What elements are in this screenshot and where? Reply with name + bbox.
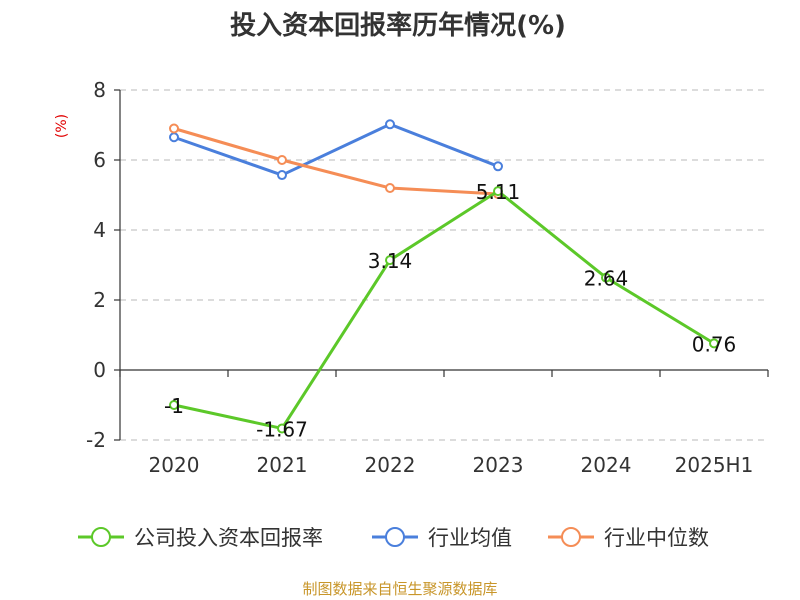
- series-line: [173, 127, 499, 196]
- series-line: [173, 122, 499, 177]
- chart-title: 投入资本回报率历年情况(%): [230, 10, 566, 41]
- axes: -2 0 2 4 6 8 2020 2021 2022 2023 2024 2025H1: [86, 78, 769, 477]
- y-tick-label: 0: [93, 358, 106, 382]
- data-point: [493, 161, 503, 172]
- data-point: [277, 155, 287, 165]
- x-tick-label: 2020: [149, 453, 200, 477]
- legend-marker: [385, 527, 405, 547]
- legend-label: 公司投入资本回报率: [134, 526, 323, 550]
- legend-marker: [91, 527, 111, 547]
- data-label: 5.11: [476, 180, 521, 204]
- y-tick-label: -2: [86, 428, 106, 452]
- data-point: [169, 132, 179, 143]
- data-label: 0.76: [692, 332, 737, 356]
- legend-item[interactable]: 行业均值: [372, 526, 512, 550]
- series-group: [169, 119, 719, 434]
- data-point: [601, 272, 611, 283]
- legend-item[interactable]: 行业中位数: [548, 526, 709, 550]
- series-line: [173, 189, 715, 430]
- data-point: [385, 255, 395, 266]
- data-point: [493, 186, 503, 197]
- data-labels: -1 -1.67 3.14 5.11 2.64 0.76: [164, 180, 736, 441]
- legend-marker: [561, 527, 581, 547]
- x-tick-label: 2023: [473, 453, 524, 477]
- legend[interactable]: 公司投入资本回报率 行业均值 行业中位数: [78, 526, 709, 550]
- legend-label: 行业均值: [428, 526, 512, 550]
- y-tick-label: 4: [93, 218, 106, 242]
- data-point: [169, 123, 179, 134]
- x-tick-label: 2024: [581, 453, 632, 477]
- data-point: [277, 170, 287, 181]
- x-tick-label: 2025H1: [675, 453, 754, 477]
- x-tick-label: 2022: [365, 453, 416, 477]
- y-axis-label: (%): [54, 114, 70, 138]
- x-tick-label: 2021: [257, 453, 308, 477]
- data-label: -1.67: [256, 417, 308, 441]
- grid: [120, 89, 768, 441]
- legend-item[interactable]: 公司投入资本回报率: [78, 526, 323, 550]
- data-point: [169, 400, 179, 410]
- data-label: -1: [164, 394, 184, 418]
- y-tick-label: 8: [93, 78, 106, 102]
- y-tick-label: 2: [93, 288, 106, 312]
- data-label: 3.14: [368, 249, 413, 273]
- data-point: [709, 338, 719, 349]
- data-point: [277, 423, 287, 434]
- source-note: 制图数据来自恒生聚源数据库: [302, 580, 497, 598]
- data-point: [385, 183, 395, 193]
- y-tick-label: 6: [93, 148, 106, 172]
- data-point: [385, 119, 395, 130]
- data-label: 2.64: [584, 267, 629, 291]
- legend-label: 行业中位数: [604, 526, 709, 550]
